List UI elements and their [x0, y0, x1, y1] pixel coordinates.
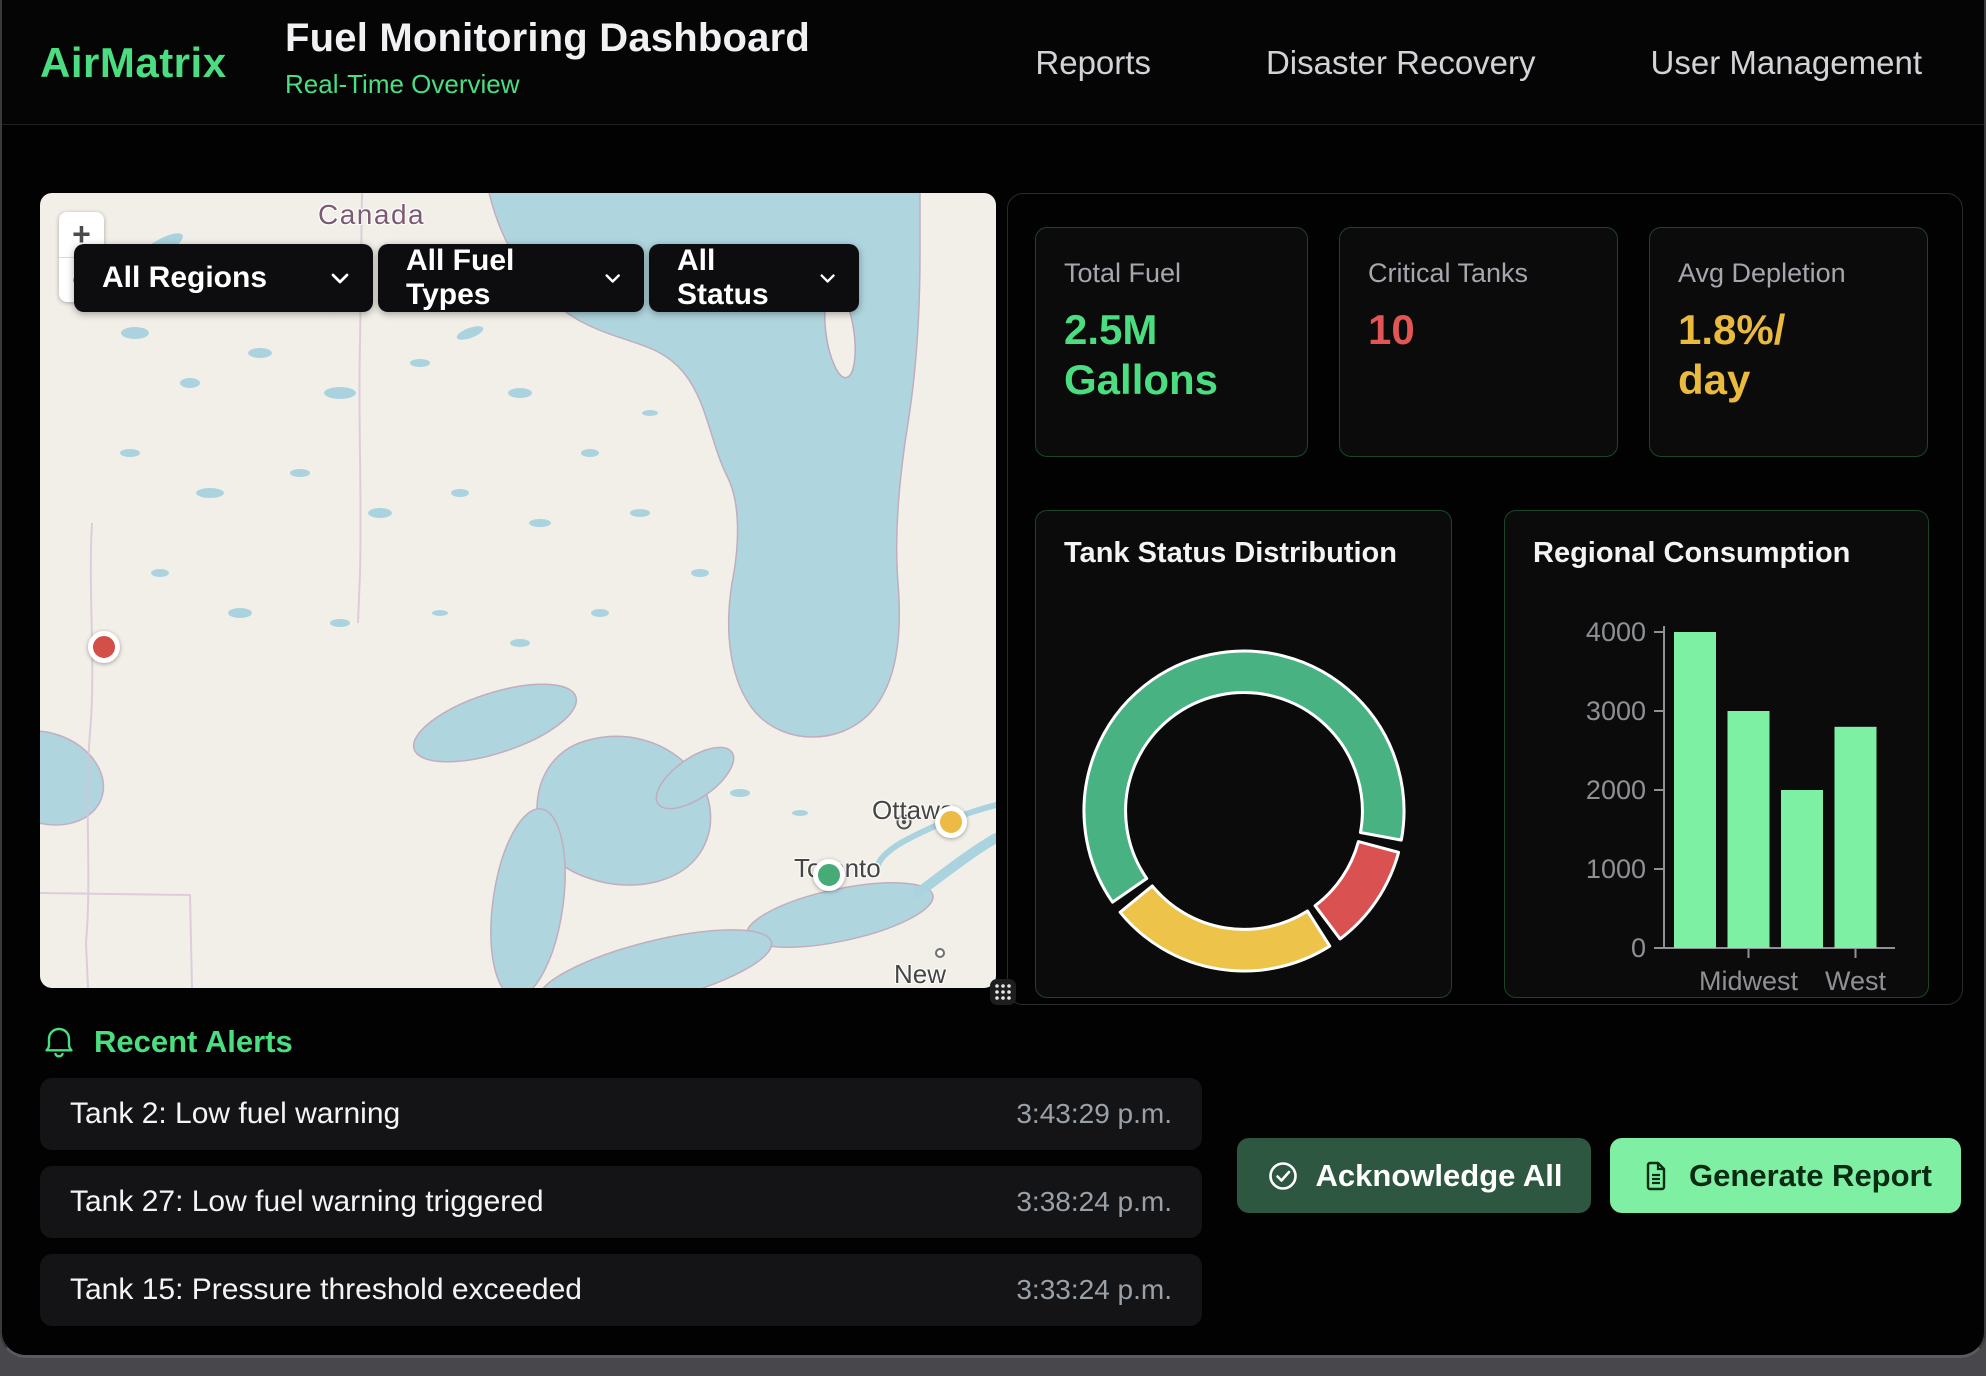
check-circle-icon: [1266, 1159, 1300, 1193]
filter-regions-dropdown[interactable]: All Regions: [74, 244, 373, 312]
donut-chart-card: Tank Status Distribution: [1035, 510, 1452, 998]
generate-report-button[interactable]: Generate Report: [1610, 1138, 1961, 1213]
bar-West: [1835, 727, 1877, 948]
alert-row[interactable]: Tank 2: Low fuel warning 3:43:29 p.m.: [40, 1078, 1202, 1150]
bar-series-3: [1781, 790, 1823, 948]
bar-Midwest: [1728, 711, 1770, 948]
page-title: Fuel Monitoring Dashboard: [285, 16, 810, 61]
app-window: AirMatrix Fuel Monitoring Dashboard Real…: [0, 0, 1986, 1358]
alert-row[interactable]: Tank 15: Pressure threshold exceeded 3:3…: [40, 1254, 1202, 1326]
title-block: Fuel Monitoring Dashboard Real-Time Over…: [285, 16, 810, 100]
metrics-panel: Total Fuel 2.5M Gallons Critical Tanks 1…: [1007, 193, 1963, 1005]
y-axis-tick-label: 1000: [1586, 854, 1646, 884]
brand-logo: AirMatrix: [40, 0, 227, 125]
chevron-down-icon: [605, 273, 620, 284]
alert-timestamp: 3:43:29 p.m.: [1016, 1098, 1172, 1130]
map-marker-critical[interactable]: [88, 631, 120, 663]
acknowledge-all-button[interactable]: Acknowledge All: [1237, 1138, 1591, 1213]
stat-value: 10: [1368, 305, 1589, 355]
alert-message: Tank 27: Low fuel warning triggered: [70, 1185, 544, 1219]
newyork-town-dot: [936, 949, 944, 957]
alerts-header: Recent Alerts: [42, 1024, 293, 1060]
generate-report-label: Generate Report: [1689, 1158, 1932, 1194]
chevron-down-icon: [331, 273, 349, 284]
bell-icon: [42, 1024, 76, 1060]
map-marker-normal[interactable]: [813, 859, 845, 891]
nav-user-management[interactable]: User Management: [1651, 44, 1922, 82]
y-axis-tick-label: 2000: [1586, 775, 1646, 805]
y-axis-tick-label: 0: [1631, 933, 1646, 963]
acknowledge-all-label: Acknowledge All: [1316, 1158, 1563, 1194]
document-icon: [1639, 1159, 1673, 1193]
tank-status-donut-chart: [1036, 511, 1453, 999]
filter-fuel-types-dropdown[interactable]: All Fuel Types: [378, 244, 644, 312]
alert-timestamp: 3:33:24 p.m.: [1016, 1274, 1172, 1306]
page-subtitle: Real-Time Overview: [285, 69, 810, 100]
regional-consumption-bar-chart: 0 1000 2000 3000 4000 Midwest West: [1505, 511, 1930, 999]
bar-chart-card: Regional Consumption 01000200030004000Mi…: [1504, 510, 1929, 998]
stat-label: Critical Tanks: [1368, 258, 1589, 289]
map: Canada Ottawa Toronto New York + − All R…: [40, 193, 996, 988]
y-axis-tick-label: 3000: [1586, 696, 1646, 726]
map-label-canada: Canada: [318, 199, 425, 231]
filter-regions-label: All Regions: [102, 261, 267, 295]
header: AirMatrix Fuel Monitoring Dashboard Real…: [2, 0, 1984, 125]
stat-value: 2.5M Gallons: [1064, 305, 1279, 406]
donut-segment-critical: [1315, 842, 1398, 939]
alert-timestamp: 3:38:24 p.m.: [1016, 1186, 1172, 1218]
map-filters: All Regions All Fuel Types All Status: [74, 244, 859, 312]
stat-value: 1.8%/ day: [1678, 305, 1899, 406]
filter-fuel-types-label: All Fuel Types: [406, 244, 579, 312]
alert-message: Tank 2: Low fuel warning: [70, 1097, 400, 1131]
alert-message: Tank 15: Pressure threshold exceeded: [70, 1273, 582, 1307]
main-nav: Reports Disaster Recovery User Managemen…: [1035, 0, 1922, 125]
map-marker-warning[interactable]: [935, 806, 967, 838]
stat-label: Total Fuel: [1064, 258, 1279, 289]
grip-dots-icon: [993, 982, 1013, 1002]
map-label-new-york: New York: [894, 959, 996, 988]
x-axis-tick-label: Midwest: [1699, 966, 1799, 996]
chevron-down-icon: [820, 273, 835, 284]
bar-series-1: [1674, 632, 1716, 948]
alert-row[interactable]: Tank 27: Low fuel warning triggered 3:38…: [40, 1166, 1202, 1238]
stat-card-critical-tanks: Critical Tanks 10: [1339, 227, 1618, 457]
nav-disaster-recovery[interactable]: Disaster Recovery: [1266, 44, 1536, 82]
filter-status-label: All Status: [677, 244, 794, 312]
alerts-title: Recent Alerts: [94, 1024, 293, 1060]
donut-segment-warning: [1120, 886, 1330, 971]
stat-card-total-fuel: Total Fuel 2.5M Gallons: [1035, 227, 1308, 457]
stat-card-avg-depletion: Avg Depletion 1.8%/ day: [1649, 227, 1928, 457]
nav-reports[interactable]: Reports: [1035, 44, 1151, 82]
y-axis-tick-label: 4000: [1586, 617, 1646, 647]
resize-grip-icon[interactable]: [990, 979, 1016, 1005]
stat-label: Avg Depletion: [1678, 258, 1899, 289]
x-axis-tick-label: West: [1825, 966, 1887, 996]
filter-status-dropdown[interactable]: All Status: [649, 244, 859, 312]
